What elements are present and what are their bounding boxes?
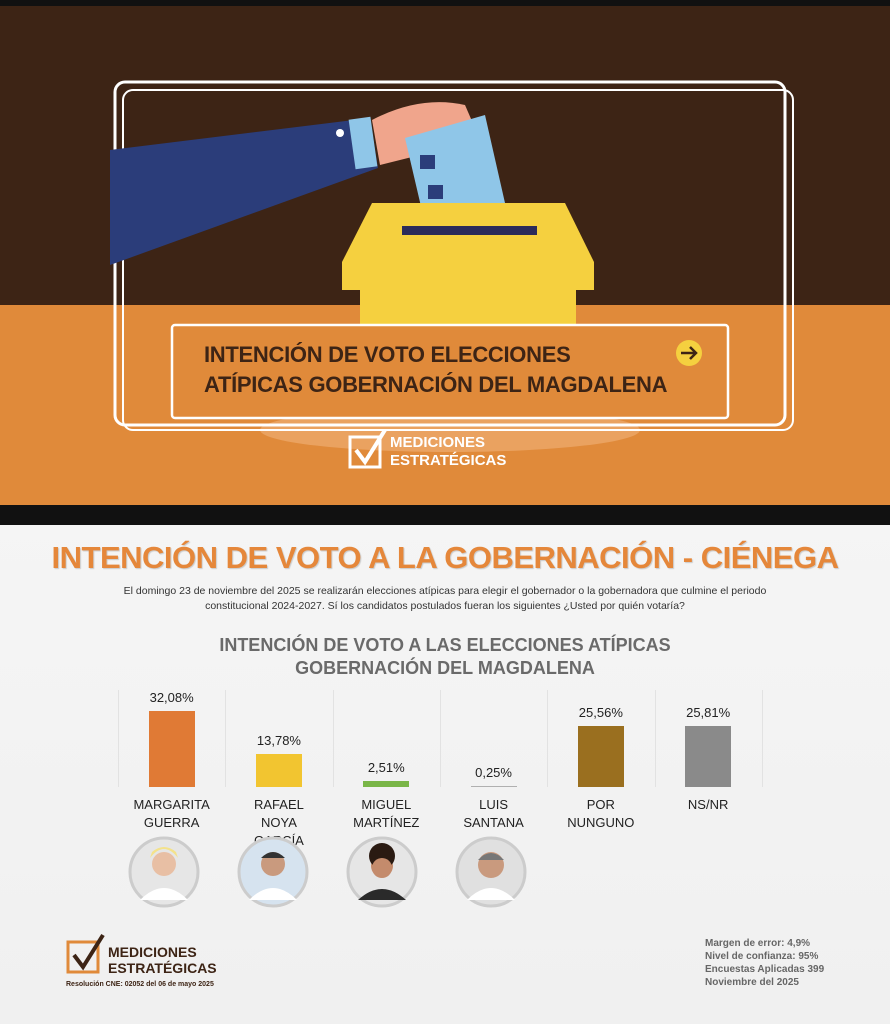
footer-logo: MEDICIONES [108, 944, 197, 960]
value-label: 0,25% [475, 765, 512, 781]
banner-title: ATÍPICAS GOBERNACIÓN DEL MAGDALENA [204, 372, 668, 397]
column-divider [761, 690, 763, 787]
banner-title: INTENCIÓN DE VOTO ELECCIONES [204, 342, 571, 367]
logo-text: MEDICIONES [390, 434, 486, 451]
column-divider [547, 690, 549, 787]
footer-logo: ESTRATÉGICAS [108, 960, 217, 976]
value-label: 25,56% [578, 705, 623, 721]
category-label: MARGARITA GUERRA [133, 797, 210, 830]
bar [685, 725, 732, 787]
note: Margen de error: 4,9% [705, 938, 811, 949]
value-label: 13,78% [256, 733, 301, 749]
bar [470, 786, 517, 787]
column-divider [225, 690, 227, 787]
logo-text: ESTRATÉGICAS [390, 452, 507, 469]
value-label: 32,08% [149, 690, 194, 705]
column-divider [118, 690, 119, 787]
banner-art [0, 0, 890, 525]
category-label: POR NUNGUNO [567, 797, 635, 830]
category-label: RAFAEL NOYA GARCÍA [254, 797, 304, 848]
bar [148, 711, 195, 787]
column-divider [439, 690, 441, 787]
category-label: MIGUEL MARTÍNEZ [353, 797, 420, 830]
value-label: 25,81% [686, 704, 731, 720]
resolution: Resolución CNE: 02052 del 06 de mayo 202… [66, 981, 214, 988]
bar [363, 781, 410, 787]
column-divider [332, 690, 334, 787]
bar [255, 754, 302, 787]
note: Noviembre del 2025 [705, 977, 799, 988]
note: Encuestas Aplicadas 399 [705, 964, 825, 975]
bar [577, 726, 624, 787]
note: Nivel de confianza: 95% [705, 951, 819, 962]
chart-title: INTENCIÓN DE VOTO A LAS ELECCIONES ATÍPI… [219, 635, 671, 655]
description: El domingo 23 de noviembre del 2025 se r… [123, 585, 767, 612]
value-label: 2,51% [367, 760, 405, 776]
category-label: LUIS SANTANA [463, 797, 524, 830]
notes: Margen de error: 4,9% Nivel de confianza:… [705, 937, 824, 989]
heading: INTENCIÓN DE VOTO A LA GOBERNACIÓN - CIÉ… [51, 540, 839, 575]
category-label: NS/NR [687, 797, 729, 812]
column-divider [654, 690, 656, 787]
chart-title: GOBERNACIÓN DEL MAGDALENA [295, 658, 595, 678]
